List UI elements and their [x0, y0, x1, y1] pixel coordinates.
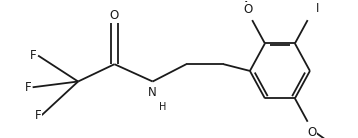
- Text: H: H: [159, 102, 166, 112]
- Text: F: F: [30, 49, 37, 62]
- Text: N: N: [148, 86, 157, 99]
- Text: O: O: [243, 3, 252, 16]
- Text: O: O: [308, 126, 317, 138]
- Text: F: F: [24, 81, 31, 94]
- Text: CH₃: CH₃: [230, 0, 249, 1]
- Text: O: O: [110, 9, 119, 22]
- Text: F: F: [35, 109, 42, 122]
- Text: I: I: [315, 2, 319, 15]
